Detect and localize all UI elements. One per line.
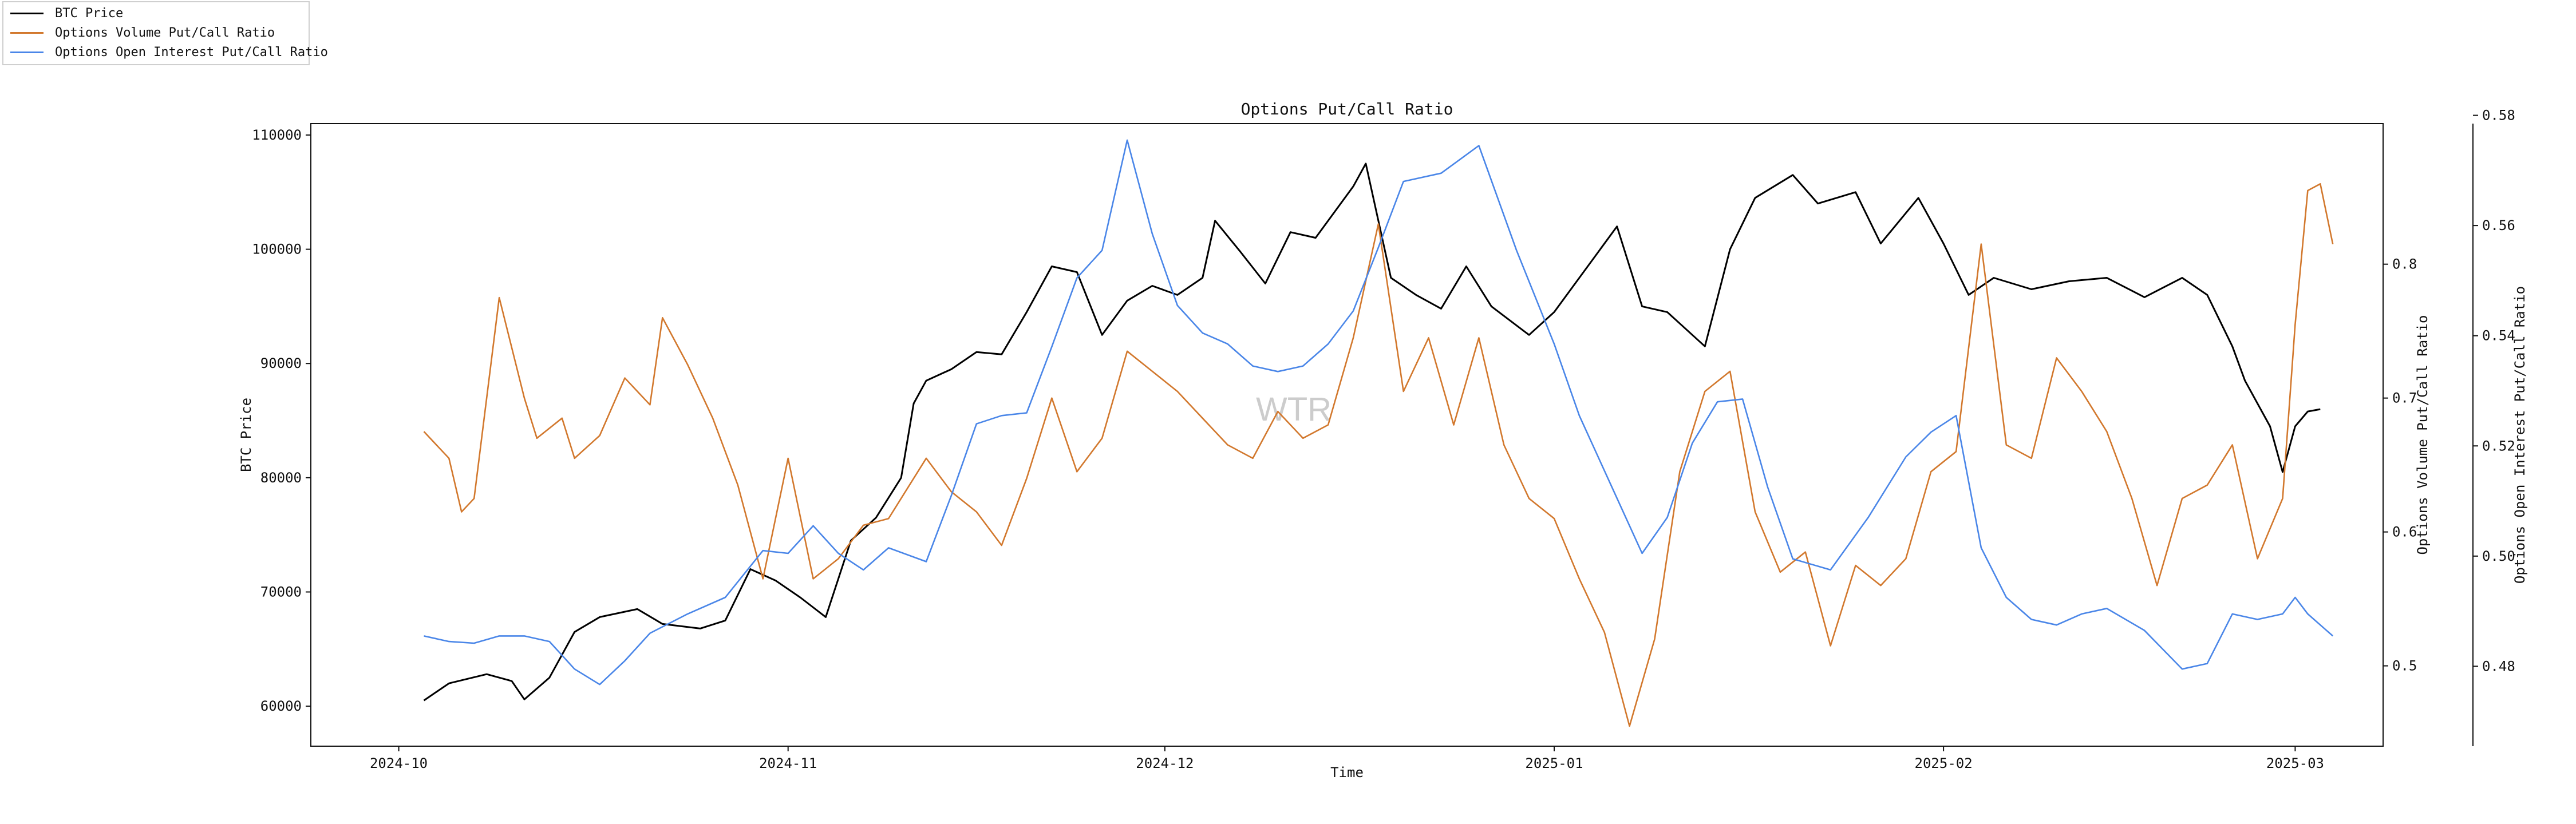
- plot-frame: [310, 123, 2384, 747]
- y-left-tick-label: 70000: [260, 584, 302, 600]
- series-line-options-open-interest-put-call-ratio: [424, 139, 2334, 686]
- legend-swatch-btc-price: [10, 12, 44, 14]
- y-right2-tick-label: 0.48: [2482, 658, 2515, 674]
- y-axis-label-volume-ratio: Options Volume Put/Call Ratio: [2415, 315, 2431, 554]
- x-tick-label: 2024-11: [759, 755, 817, 771]
- y-axis-volume-ratio: 0.5 0.6 0.7 0.8: [2383, 256, 2417, 674]
- y-right2-tick-label: 0.54: [2482, 328, 2515, 344]
- y-right1-tick-label: 0.8: [2392, 256, 2417, 272]
- legend-label-btc-price: BTC Price: [55, 6, 124, 21]
- y-left-tick-label: 80000: [260, 470, 302, 486]
- y-left-tick-label: 100000: [252, 241, 302, 258]
- legend-label-oi-ratio: Options Open Interest Put/Call Ratio: [55, 45, 328, 60]
- series-layer: [423, 139, 2334, 727]
- x-tick-label: 2024-10: [370, 755, 428, 771]
- legend: BTC Price Options Volume Put/Call Ratio …: [2, 1, 328, 65]
- y-axis-label-btc-price: BTC Price: [238, 398, 254, 472]
- y-right2-tick-label: 0.52: [2482, 438, 2515, 454]
- x-tick-label: 2025-03: [2266, 755, 2324, 771]
- y-right1-tick-label: 0.6: [2392, 524, 2417, 540]
- y-right2-tick-label: 0.50: [2482, 548, 2515, 564]
- y-right1-tick-label: 0.5: [2392, 658, 2417, 674]
- x-tick-label: 2024-12: [1136, 755, 1194, 771]
- x-axis-label: Time: [1330, 764, 1364, 781]
- series-line-btc-price: [423, 163, 2321, 702]
- chart-title: Options Put/Call Ratio: [1241, 100, 1453, 118]
- legend-swatch-oi-ratio: [10, 51, 44, 53]
- y-axis-oi-ratio: 0.48 0.50 0.52 0.54 0.56 0.58: [2472, 108, 2515, 746]
- legend-item-btc-price: BTC Price: [10, 5, 123, 22]
- y-axis-btc-price: 60000 70000 80000 90000 100000 110000: [252, 127, 311, 714]
- legend-item-oi-ratio: Options Open Interest Put/Call Ratio: [10, 43, 328, 61]
- legend-swatch-volume-ratio: [10, 31, 44, 34]
- y-right2-tick-label: 0.58: [2482, 108, 2515, 124]
- y-right1-tick-label: 0.7: [2392, 390, 2417, 406]
- x-tick-label: 2025-02: [1915, 755, 1973, 771]
- y-right2-tick-label: 0.56: [2482, 217, 2515, 233]
- y-axis-label-oi-ratio: Options Open Interest Put/Call Ratio: [2512, 286, 2528, 584]
- watermark: WTR: [1256, 391, 1332, 428]
- x-axis: 2024-10 2024-11 2024-12 2025-01 2025-02 2025-…: [370, 746, 2324, 771]
- y-left-tick-label: 110000: [252, 127, 302, 143]
- legend-item-volume-ratio: Options Volume Put/Call Ratio: [10, 24, 275, 41]
- y-left-tick-label: 90000: [260, 355, 302, 371]
- y-left-tick-label: 60000: [260, 698, 302, 714]
- series-line-options-volume-put-call-ratio: [423, 183, 2334, 727]
- legend-label-volume-ratio: Options Volume Put/Call Ratio: [55, 25, 275, 40]
- x-tick-label: 2025-01: [1525, 755, 1583, 771]
